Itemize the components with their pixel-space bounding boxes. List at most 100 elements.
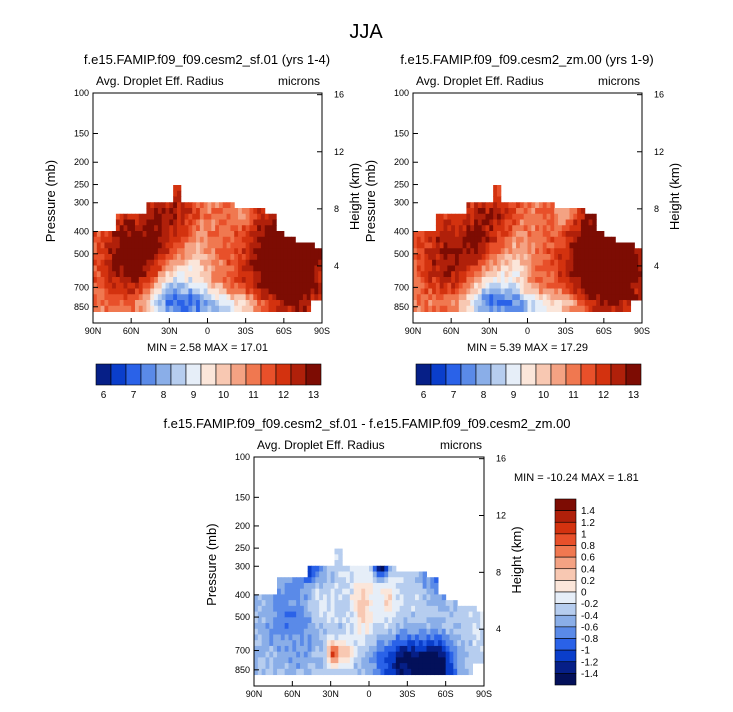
heatmap-cell bbox=[241, 294, 247, 301]
heatmap-cell bbox=[257, 271, 262, 278]
heatmap-cell bbox=[280, 663, 286, 670]
heatmap-cell bbox=[489, 282, 494, 289]
heatmap-cell bbox=[146, 242, 151, 249]
heatmap-cell bbox=[462, 254, 467, 261]
heatmap-cell bbox=[449, 634, 454, 641]
heatmap-cell bbox=[234, 282, 239, 289]
heatmap-cell bbox=[519, 236, 525, 243]
heatmap-cell bbox=[276, 288, 281, 295]
heatmap-cell bbox=[361, 623, 366, 630]
heatmap-cell bbox=[607, 254, 612, 261]
colorbar-label: 1 bbox=[581, 529, 587, 540]
heatmap-cell bbox=[234, 208, 239, 215]
heatmap-cell bbox=[422, 628, 427, 635]
heatmap-cell bbox=[222, 208, 228, 215]
heatmap-cell bbox=[573, 254, 578, 261]
heatmap-cell bbox=[303, 645, 309, 653]
heatmap-cell bbox=[407, 668, 412, 676]
heatmap-cell bbox=[561, 271, 567, 278]
heatmap-cell bbox=[361, 668, 366, 676]
heatmap-cell bbox=[399, 594, 404, 601]
heatmap-cell bbox=[319, 582, 324, 590]
heatmap-cell bbox=[273, 634, 278, 641]
heatmap-cell bbox=[108, 288, 113, 295]
heatmap-cell bbox=[93, 300, 98, 307]
heatmap-cell bbox=[500, 236, 506, 243]
heatmap-cell bbox=[380, 623, 385, 630]
heatmap-cell bbox=[476, 634, 481, 641]
heatmap-cell bbox=[435, 265, 441, 272]
heatmap-cell bbox=[150, 294, 155, 301]
colorbar-swatch bbox=[554, 591, 577, 604]
heatmap-cell bbox=[334, 663, 339, 670]
ytick-label: 300 bbox=[235, 561, 250, 571]
heatmap-cell bbox=[326, 577, 332, 584]
heatmap-cell bbox=[268, 225, 273, 232]
heatmap-cell bbox=[588, 265, 593, 272]
heatmap-cell bbox=[466, 282, 471, 289]
heatmap-cell bbox=[188, 208, 193, 215]
heatmap-cell bbox=[100, 254, 105, 261]
heatmap-cell bbox=[565, 271, 570, 278]
heatmap-cell bbox=[300, 600, 305, 607]
heatmap-cell bbox=[207, 248, 212, 255]
heatmap-cell bbox=[428, 236, 433, 243]
heatmap-cell bbox=[96, 282, 102, 289]
heatmap-cell bbox=[546, 202, 551, 209]
heatmap-cell bbox=[470, 254, 475, 261]
heatmap-cell bbox=[420, 265, 425, 272]
heatmap-cell bbox=[438, 605, 443, 613]
heatmap-cell bbox=[430, 663, 435, 670]
heatmap-cell bbox=[192, 208, 197, 215]
heatmap-cell bbox=[315, 588, 320, 595]
heatmap-cell bbox=[512, 242, 517, 249]
heatmap-cell bbox=[462, 213, 467, 220]
heatmap-cell bbox=[485, 208, 490, 215]
heatmap-cell bbox=[284, 577, 289, 584]
heatmap-cell bbox=[476, 640, 481, 647]
heatmap-cell bbox=[493, 213, 498, 220]
heatmap-cell bbox=[238, 300, 243, 307]
heatmap-cell bbox=[384, 565, 389, 572]
heatmap-cell bbox=[173, 185, 178, 192]
heatmap-cell bbox=[277, 634, 282, 641]
heatmap-cell bbox=[443, 225, 448, 232]
heatmap-cell bbox=[376, 617, 381, 624]
heatmap-cell bbox=[349, 623, 355, 630]
heatmap-cell bbox=[413, 259, 418, 266]
heatmap-cell bbox=[630, 248, 635, 255]
heatmap-cell bbox=[150, 242, 155, 249]
heatmap-cell bbox=[538, 219, 544, 226]
heatmap-cell bbox=[180, 202, 186, 209]
heatmap-cell bbox=[180, 236, 186, 243]
heatmap-cell bbox=[203, 282, 208, 289]
heatmap-cell bbox=[435, 236, 441, 243]
heatmap-cell bbox=[254, 600, 259, 607]
heatmap-cell bbox=[203, 219, 208, 226]
heatmap-cell bbox=[630, 265, 635, 272]
heatmap-cell bbox=[592, 271, 597, 278]
heatmap-cell bbox=[284, 623, 289, 630]
xtick-label: 30S bbox=[558, 326, 574, 336]
heatmap-cell bbox=[254, 640, 259, 647]
heatmap-cell bbox=[615, 248, 620, 255]
heatmap-cell bbox=[573, 282, 578, 289]
heatmap-cell bbox=[215, 282, 220, 289]
heatmap-cell bbox=[307, 657, 312, 664]
heatmap-cell bbox=[580, 288, 586, 295]
heatmap-cell bbox=[527, 277, 532, 284]
heatmap-cell bbox=[477, 288, 483, 295]
heatmap-cell bbox=[342, 571, 347, 578]
heatmap-cell bbox=[424, 300, 429, 307]
heatmap-cell bbox=[592, 282, 597, 289]
heatmap-cell bbox=[276, 271, 281, 278]
heatmap-cell bbox=[180, 265, 186, 272]
heatmap-cell bbox=[269, 640, 274, 647]
heatmap-cell bbox=[535, 254, 540, 261]
heatmap-cell bbox=[403, 600, 408, 607]
heatmap-cell bbox=[399, 657, 404, 664]
heatmap-cell bbox=[238, 231, 243, 238]
heatmap-cell bbox=[349, 628, 355, 635]
heatmap-cell bbox=[357, 663, 362, 670]
heatmap-cell bbox=[215, 277, 220, 284]
